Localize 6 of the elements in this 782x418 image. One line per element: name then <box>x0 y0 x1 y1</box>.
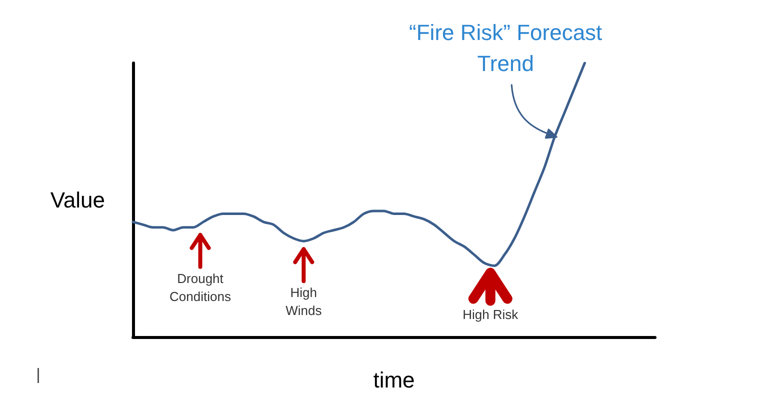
annotation: High Winds <box>284 284 323 320</box>
annotation: Drought Conditions <box>168 270 232 306</box>
annotation: High Risk <box>462 306 520 324</box>
annotation: “Fire Risk” Forecast Trend <box>408 18 604 78</box>
x-axis-title: time <box>373 368 415 392</box>
y-axis-title: Value <box>50 188 105 212</box>
